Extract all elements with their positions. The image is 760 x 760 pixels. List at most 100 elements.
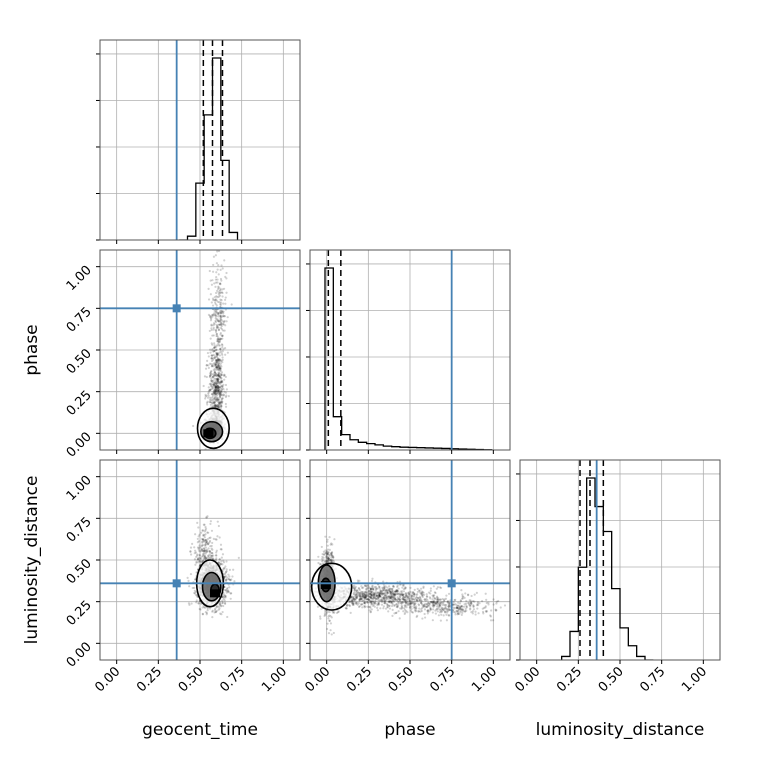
x-tick-label: 1.00	[259, 664, 290, 695]
scatter-point	[482, 612, 484, 614]
scatter-point	[323, 551, 325, 553]
scatter-point	[424, 608, 426, 610]
scatter-point	[372, 594, 374, 596]
scatter-point	[327, 617, 329, 619]
y-tick-label: 0.75	[64, 305, 95, 336]
scatter-point	[467, 594, 469, 596]
scatter-point	[382, 589, 384, 591]
scatter-point	[207, 397, 209, 399]
scatter-point	[204, 375, 206, 377]
scatter-point	[197, 526, 199, 528]
scatter-point	[426, 603, 428, 605]
scatter-point	[307, 598, 309, 600]
scatter-point	[319, 618, 321, 620]
scatter-point	[215, 317, 217, 319]
scatter-point	[192, 425, 194, 427]
scatter-point	[215, 329, 217, 331]
x-tick-label: 1.00	[469, 664, 500, 695]
scatter-point	[204, 397, 206, 399]
scatter-point	[198, 554, 200, 556]
scatter-point	[405, 610, 407, 612]
scatter-point	[350, 612, 352, 614]
scatter-point	[464, 603, 466, 605]
y-tick-label: 0.25	[64, 388, 95, 419]
scatter-point	[206, 403, 208, 405]
scatter-point	[393, 594, 395, 596]
scatter-point	[222, 348, 224, 350]
scatter-point	[212, 396, 214, 398]
scatter-point	[444, 611, 446, 613]
scatter-point	[401, 608, 403, 610]
scatter-point	[446, 619, 448, 621]
scatter-point	[329, 611, 331, 613]
scatter-point	[220, 302, 222, 304]
scatter-point	[220, 269, 222, 271]
scatter-point	[222, 384, 224, 386]
x-tick-label: 0.75	[217, 664, 248, 695]
scatter-point	[205, 557, 207, 559]
scatter-point	[221, 461, 223, 463]
scatter-point	[392, 597, 394, 599]
scatter-point	[223, 321, 225, 323]
scatter-point	[217, 364, 219, 366]
scatter-point	[382, 580, 384, 582]
scatter-point	[215, 314, 217, 316]
scatter-point	[220, 560, 222, 562]
scatter-point	[214, 310, 216, 312]
scatter-point	[207, 538, 209, 540]
scatter-point	[424, 613, 426, 615]
scatter-point	[210, 337, 212, 339]
scatter-point	[212, 363, 214, 365]
scatter-point	[219, 386, 221, 388]
scatter-point	[461, 597, 463, 599]
scatter-point	[477, 604, 479, 606]
scatter-point	[453, 599, 455, 601]
x-tick-label: 0.00	[512, 664, 543, 695]
scatter-point	[463, 606, 465, 608]
scatter-point	[222, 323, 224, 325]
scatter-point	[214, 363, 216, 365]
scatter-point	[389, 597, 391, 599]
scatter-point	[443, 607, 445, 609]
scatter-point	[201, 545, 203, 547]
scatter-point	[392, 603, 394, 605]
scatter-point	[495, 602, 497, 604]
scatter-point	[215, 349, 217, 351]
scatter-point	[222, 350, 224, 352]
scatter-point	[217, 371, 219, 373]
scatter-point	[209, 401, 211, 403]
scatter-point	[218, 320, 220, 322]
scatter-point	[201, 549, 203, 551]
scatter-point	[217, 286, 219, 288]
scatter-point	[211, 360, 213, 362]
scatter-point	[482, 608, 484, 610]
scatter-point	[219, 359, 221, 361]
scatter-point	[418, 599, 420, 601]
scatter-point	[224, 303, 226, 305]
scatter-point	[436, 599, 438, 601]
scatter-point	[357, 604, 359, 606]
scatter-point	[363, 602, 365, 604]
scatter-point	[447, 600, 449, 602]
scatter-point	[215, 346, 217, 348]
scatter-point	[221, 346, 223, 348]
x-tick-label: 1.00	[679, 664, 710, 695]
scatter-point	[401, 606, 403, 608]
scatter-point	[367, 587, 369, 589]
scatter-point	[432, 604, 434, 606]
scatter-point	[465, 600, 467, 602]
scatter-point	[208, 386, 210, 388]
scatter-point	[358, 588, 360, 590]
scatter-point	[436, 601, 438, 603]
scatter-point	[224, 354, 226, 356]
scatter-point	[221, 356, 223, 358]
scatter-point	[225, 376, 227, 378]
scatter-point	[333, 612, 335, 614]
scatter-point	[393, 605, 395, 607]
scatter-point	[417, 591, 419, 593]
scatter-point	[390, 600, 392, 602]
scatter-point	[388, 585, 390, 587]
scatter-point	[461, 593, 463, 595]
scatter-point	[461, 605, 463, 607]
